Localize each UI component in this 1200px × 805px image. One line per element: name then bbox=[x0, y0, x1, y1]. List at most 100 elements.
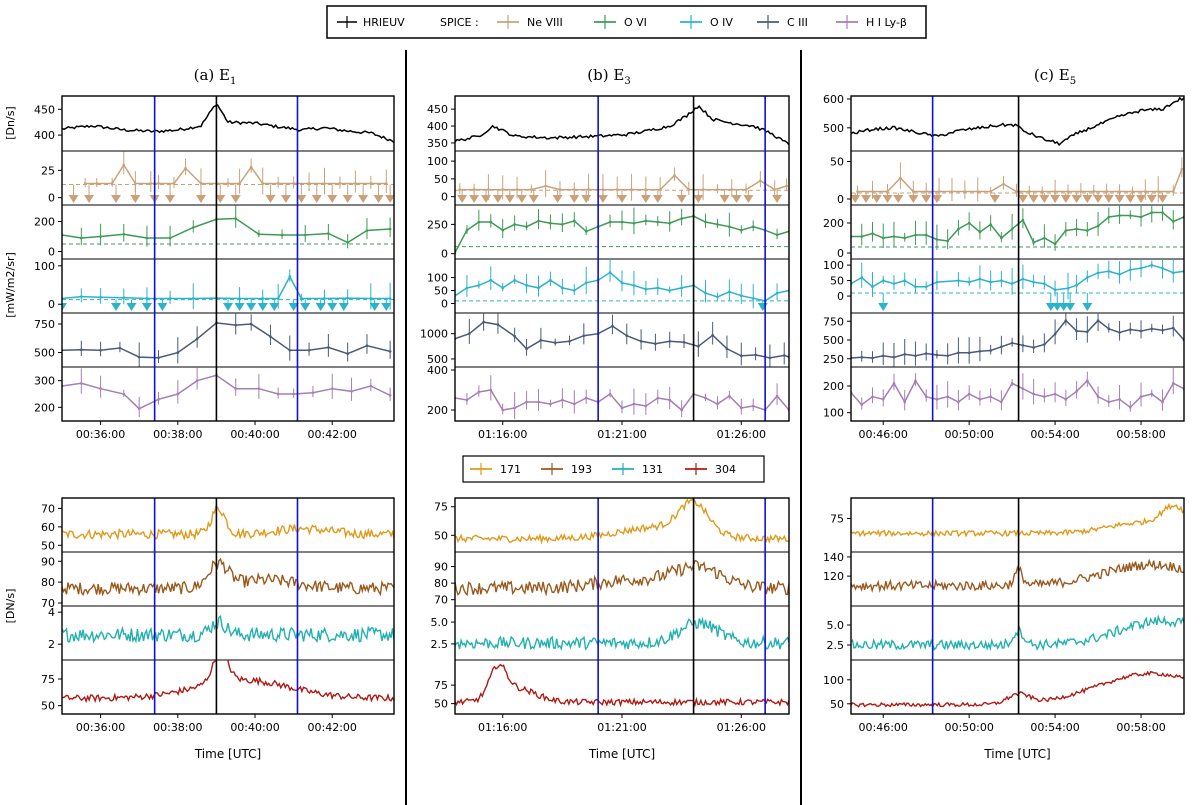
x-tick-label: 00:42:00 bbox=[308, 428, 357, 441]
spice-point bbox=[644, 404, 648, 408]
upper-limit-arrow bbox=[84, 195, 95, 203]
spice-point bbox=[234, 323, 238, 327]
spice-point bbox=[903, 352, 907, 356]
spice-row-ciii: 500 1000 bbox=[420, 313, 789, 368]
x-tick-label: 01:26:00 bbox=[717, 721, 766, 734]
spice-point bbox=[680, 286, 683, 290]
spice-series-line bbox=[85, 163, 387, 185]
upper-limit-arrow bbox=[882, 195, 893, 203]
spice-point bbox=[892, 382, 896, 385]
spice-point bbox=[1096, 224, 1100, 228]
x-tick-label: 00:38:00 bbox=[153, 428, 202, 441]
spice-point bbox=[338, 182, 342, 185]
y-tick-label: 200 bbox=[427, 404, 448, 417]
spice-point bbox=[1086, 276, 1089, 279]
spice-point bbox=[1107, 400, 1111, 404]
x-tick-label: 01:21:00 bbox=[597, 721, 646, 734]
y-tick-label: 100 bbox=[427, 272, 448, 285]
spice-series-line bbox=[455, 321, 789, 359]
spice-point bbox=[773, 188, 776, 191]
spice-point bbox=[704, 291, 707, 295]
spice-point bbox=[620, 220, 624, 224]
spice-point bbox=[234, 387, 238, 390]
spice-point bbox=[472, 188, 476, 191]
spice-point bbox=[1118, 331, 1121, 334]
spice-point bbox=[782, 354, 786, 357]
spice-point bbox=[1128, 328, 1132, 331]
hri-series-line bbox=[851, 96, 1184, 147]
spice-point bbox=[249, 322, 253, 326]
x-axis-label: Time [UTC] bbox=[983, 747, 1050, 761]
spice-point bbox=[80, 236, 83, 240]
y-tick-label: 50 bbox=[830, 156, 844, 169]
row-plot-area bbox=[851, 96, 1184, 147]
spice-point bbox=[261, 297, 265, 300]
spice-point bbox=[1171, 271, 1175, 275]
spice-point bbox=[300, 297, 303, 300]
panel-title-sub: 3 bbox=[624, 76, 630, 87]
x-tick-label: 00:36:00 bbox=[76, 428, 125, 441]
x-tick-label: 00:42:00 bbox=[308, 721, 357, 734]
upper-limit-arrow bbox=[1071, 195, 1082, 203]
spice-point bbox=[1000, 236, 1003, 240]
spice-point bbox=[501, 188, 505, 191]
spice-point bbox=[1028, 190, 1031, 193]
spice-point bbox=[1107, 327, 1111, 331]
y-tick-label: 200 bbox=[823, 217, 844, 230]
y-tick-label: 70 bbox=[41, 597, 55, 610]
aia-series-line bbox=[851, 614, 1184, 652]
y-tick-label: 5.0 bbox=[827, 619, 845, 632]
spice-point bbox=[489, 388, 493, 392]
spice-point bbox=[487, 188, 490, 191]
row-plot-area bbox=[851, 502, 1184, 538]
spice-point bbox=[1086, 379, 1089, 382]
spice-row-hrieuv: 400 450 bbox=[34, 103, 394, 152]
spice-point bbox=[989, 395, 992, 398]
spice-point bbox=[226, 182, 230, 185]
upper-limit-arrow bbox=[68, 195, 79, 203]
y-tick-label: 25 bbox=[41, 164, 55, 177]
upper-limit-arrow bbox=[373, 195, 384, 203]
spice-point bbox=[323, 297, 326, 300]
spice-row-ciii: 500 750 bbox=[34, 313, 394, 368]
spice-point bbox=[946, 354, 949, 358]
spice-point bbox=[122, 232, 126, 236]
upper-limit-arrow bbox=[223, 303, 233, 311]
spice-point bbox=[1000, 279, 1003, 282]
spice-series-line bbox=[851, 379, 1184, 409]
upper-limit-arrow bbox=[1060, 195, 1071, 203]
spice-point bbox=[768, 356, 772, 360]
spice-point bbox=[775, 233, 779, 237]
spice-point bbox=[327, 346, 330, 349]
spice-y-axis-label: [mW/m2/sr] bbox=[4, 252, 17, 318]
upper-limit-arrow bbox=[1082, 195, 1093, 203]
spice-point bbox=[739, 406, 743, 410]
spice-point bbox=[978, 398, 982, 401]
y-tick-label: 100 bbox=[427, 155, 448, 168]
aia-legend-label-3: 304 bbox=[715, 463, 736, 476]
spice-point bbox=[515, 188, 519, 191]
upper-limit-arrow bbox=[1157, 195, 1168, 203]
spice-point bbox=[1032, 241, 1035, 244]
spice-point bbox=[903, 279, 907, 282]
row-plot-area bbox=[455, 313, 789, 367]
spice-point bbox=[137, 355, 141, 359]
y-tick-label: 0 bbox=[441, 248, 448, 261]
spice-point bbox=[644, 287, 648, 291]
spice-point bbox=[716, 402, 719, 406]
spice-point bbox=[149, 182, 153, 185]
spice-point bbox=[963, 190, 967, 193]
panel-title-sub: 5 bbox=[1070, 76, 1076, 87]
upper-limit-arrow bbox=[617, 195, 627, 203]
aia-series-line bbox=[455, 616, 789, 651]
spice-point bbox=[99, 387, 102, 390]
spice-point bbox=[1053, 288, 1057, 292]
spice-point bbox=[711, 333, 714, 337]
y-tick-label: 600 bbox=[823, 93, 844, 106]
spice-point bbox=[751, 404, 755, 408]
spice-point bbox=[751, 225, 755, 229]
upper-limit-arrow bbox=[111, 195, 122, 203]
row-plot-area bbox=[851, 367, 1184, 412]
spice-point bbox=[568, 339, 571, 343]
